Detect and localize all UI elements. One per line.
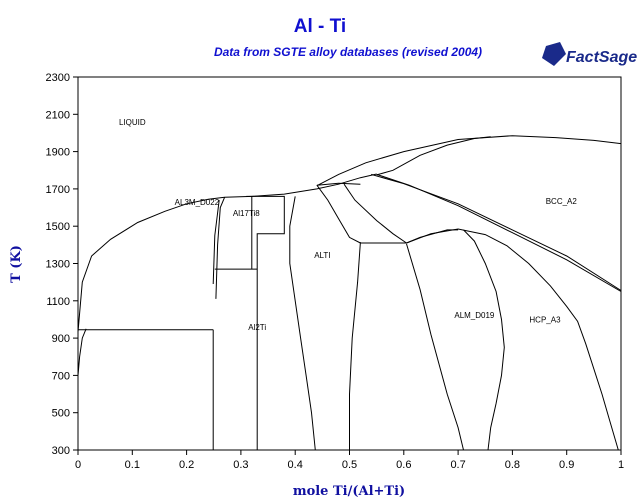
- phase-label: BCC_A2: [546, 197, 578, 206]
- x-tick-label: 0: [75, 459, 81, 471]
- phase-label: Al2Ti: [248, 323, 266, 332]
- x-tick-label: 0.4: [288, 459, 303, 471]
- y-axis-ticks: 300 500 700 900 1100 1300 1500 1700 1900 2100 2300: [46, 72, 78, 457]
- y-tick-label: 300: [52, 445, 70, 457]
- x-tick-label: 0.2: [179, 459, 194, 471]
- phase-boundary-14: [464, 230, 505, 450]
- x-axis-label: mole Ti/(Al+Ti): [293, 484, 405, 499]
- phase-label: ALTI: [314, 251, 330, 260]
- phase-boundary-8: [317, 185, 361, 243]
- phase-label: LIQUID: [119, 118, 146, 127]
- y-tick-label: 1500: [46, 221, 70, 233]
- phase-label: HCP_A3: [529, 315, 561, 324]
- phase-boundary-2: [252, 174, 377, 196]
- x-tick-label: 0.9: [559, 459, 574, 471]
- phase-labels: LIQUID AL3M_D022 Al17Ti8 ALTI BCC_A2 ALM_D019…: [119, 118, 577, 332]
- phase-boundary-11: [407, 229, 619, 450]
- y-tick-label: 2100: [46, 109, 70, 121]
- phase-boundary-6: [377, 174, 621, 291]
- phase-boundary-3: [317, 136, 621, 186]
- phase-label: Al17Ti8: [233, 209, 260, 218]
- phase-boundary-1: [78, 196, 252, 332]
- x-axis-ticks: 0 0.1 0.2 0.3 0.4 0.5 0.6 0.7 0.8 0.9 1: [75, 450, 624, 471]
- x-tick-label: 0.5: [342, 459, 357, 471]
- y-tick-label: 1100: [46, 296, 70, 308]
- phase-boundary-5: [371, 174, 621, 290]
- phase-boundary-9: [344, 184, 406, 243]
- x-tick-label: 0.1: [125, 459, 140, 471]
- phase-boundary-13: [407, 244, 464, 450]
- y-tick-label: 1700: [46, 184, 70, 196]
- phase-boundary-4: [377, 137, 491, 175]
- y-tick-label: 2300: [46, 72, 70, 84]
- y-tick-label: 1300: [46, 259, 70, 271]
- phase-boundary-16: [290, 196, 316, 450]
- phase-label: AL3M_D022: [175, 198, 220, 207]
- y-tick-label: 500: [52, 408, 70, 420]
- y-tick-label: 900: [52, 333, 70, 345]
- x-tick-label: 0.7: [450, 459, 465, 471]
- phase-boundary-12: [407, 230, 459, 243]
- phase-label: ALM_D019: [454, 311, 495, 320]
- phase-boundaries: [78, 136, 621, 450]
- x-tick-label: 0.8: [505, 459, 520, 471]
- phase-boundary-15: [350, 242, 361, 450]
- y-axis-label: T (K): [9, 245, 24, 283]
- y-tick-label: 700: [52, 370, 70, 382]
- y-tick-label: 1900: [46, 147, 70, 159]
- x-tick-label: 0.6: [396, 459, 411, 471]
- x-tick-label: 0.3: [233, 459, 248, 471]
- x-tick-label: 1: [618, 459, 624, 471]
- phase-boundary-24: [78, 329, 86, 376]
